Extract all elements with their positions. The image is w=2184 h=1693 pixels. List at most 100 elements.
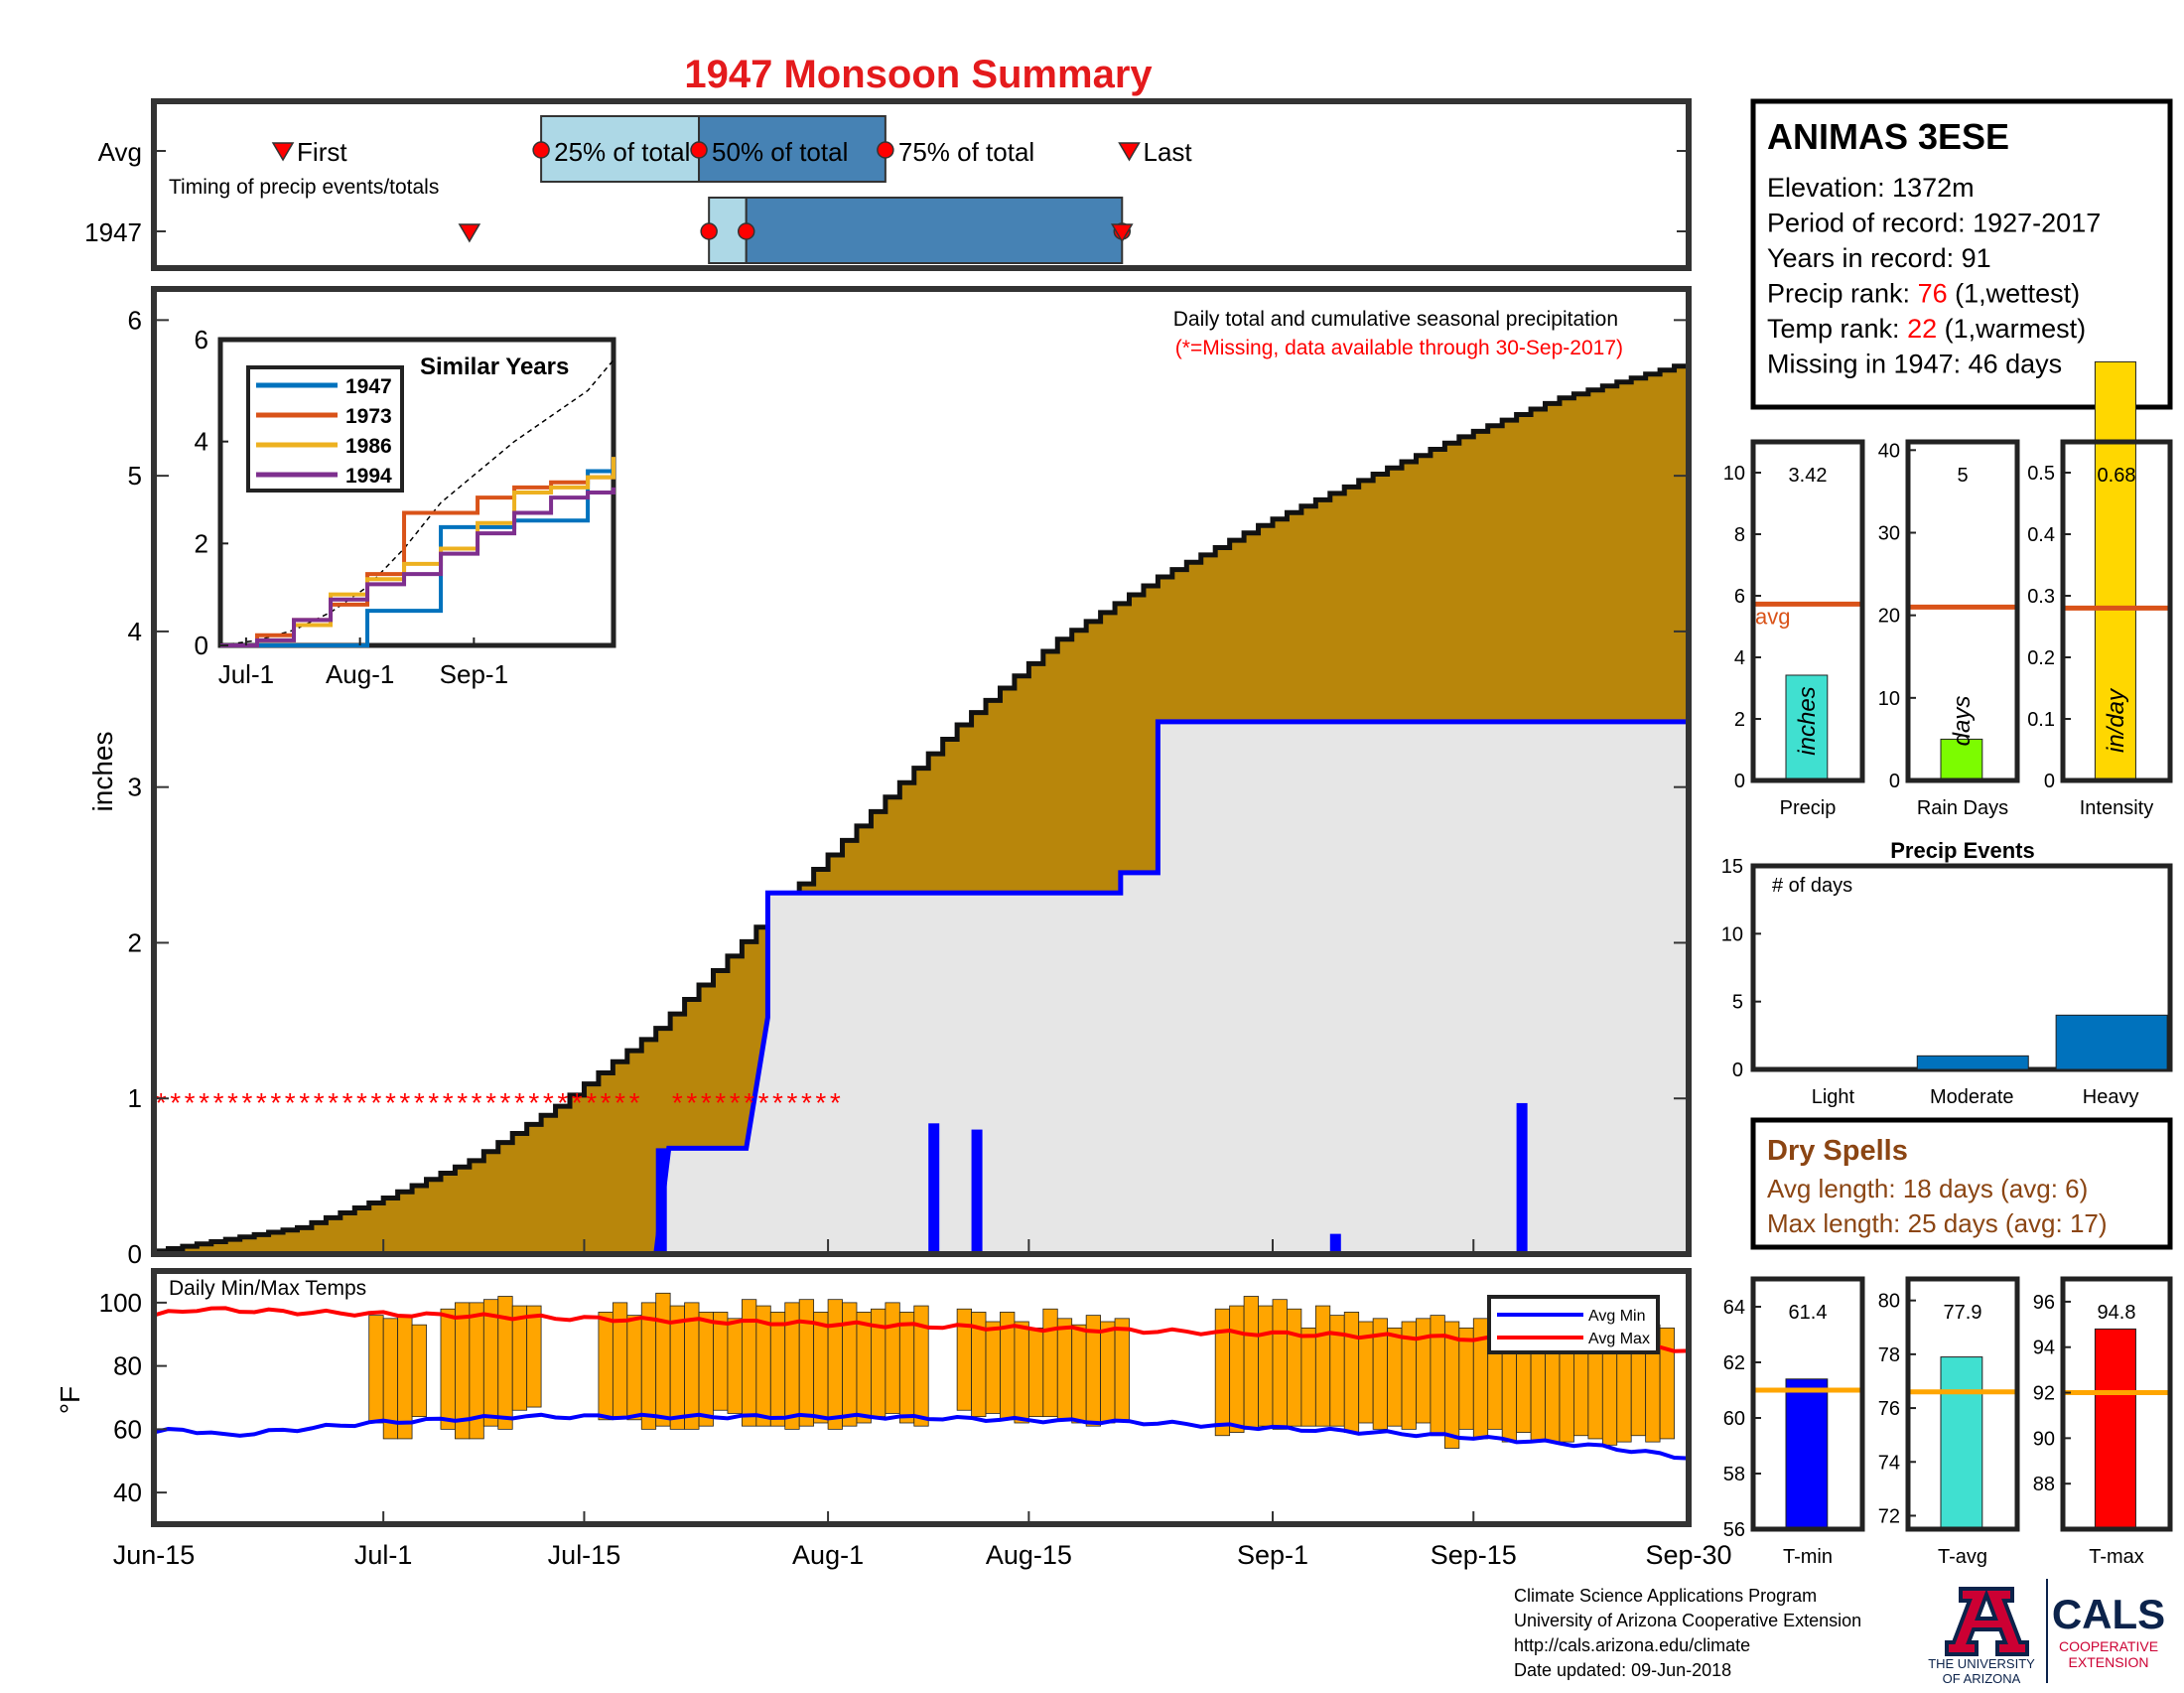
timing-row-avg-label: Avg bbox=[98, 137, 142, 167]
missing-day-marker: * bbox=[500, 1087, 511, 1118]
events-ytick-label: 10 bbox=[1721, 923, 1743, 945]
temps-ytick-label: 100 bbox=[99, 1288, 142, 1318]
tmax-panel-ytick-label: 94 bbox=[2033, 1338, 2055, 1359]
tmax-panel-ytick-label: 96 bbox=[2033, 1292, 2055, 1314]
daily-temp-bar bbox=[713, 1312, 729, 1411]
events-ylabel: # of days bbox=[1772, 875, 1852, 897]
tmax-panel-bar bbox=[2094, 1328, 2136, 1530]
main-ytick-label: 1 bbox=[128, 1083, 142, 1113]
tavg-panel-label: T-avg bbox=[1938, 1546, 1987, 1568]
daily-temp-bar bbox=[1287, 1308, 1302, 1427]
precip-panel-label: Precip bbox=[1780, 797, 1837, 819]
events-ytick-label: 5 bbox=[1732, 992, 1743, 1014]
cals-wordmark: CALS bbox=[2052, 1591, 2165, 1637]
rain-days-panel-ytick-label: 30 bbox=[1878, 522, 1900, 544]
missing-day-marker: * bbox=[543, 1087, 554, 1118]
avg-first-label: First bbox=[297, 137, 347, 167]
missing-day-marker: * bbox=[227, 1087, 238, 1118]
daily-temp-bar bbox=[1056, 1318, 1073, 1421]
events-ytick-label: 0 bbox=[1732, 1059, 1743, 1081]
missing-day-marker: * bbox=[614, 1087, 625, 1118]
avg-first-marker bbox=[271, 142, 295, 162]
legend-avg-min-label: Avg Min bbox=[1588, 1308, 1646, 1325]
year-25-marker bbox=[700, 222, 718, 240]
daily-temp-bar bbox=[813, 1312, 829, 1424]
main-plot-frame bbox=[151, 286, 1692, 1257]
daily-temp-bar bbox=[1458, 1327, 1474, 1430]
year-50-marker bbox=[737, 222, 755, 240]
tmax-panel-ytick-label: 92 bbox=[2033, 1383, 2055, 1405]
tmax-panel-value: 94.8 bbox=[2098, 1302, 2136, 1324]
daily-temp-bar bbox=[985, 1321, 1001, 1414]
missing-day-marker: * bbox=[672, 1087, 683, 1118]
daily-temp-bar bbox=[898, 1312, 915, 1424]
observed-1947-line bbox=[154, 719, 1689, 1257]
date-xtick-label: Sep-15 bbox=[1431, 1540, 1517, 1570]
rain-days-panel: 0 10 20 30 40 5 days Rain Days bbox=[1878, 439, 2020, 819]
daily-precip-bar bbox=[928, 1123, 940, 1254]
avg-25-50-box bbox=[540, 115, 701, 183]
daily-precip-bar bbox=[1516, 1102, 1528, 1254]
daily-temp-bar bbox=[698, 1312, 714, 1427]
missing-day-marker: * bbox=[514, 1087, 525, 1118]
missing-day-marker: * bbox=[730, 1087, 741, 1118]
daily-temp-bar bbox=[640, 1302, 657, 1430]
daily-temp-bar bbox=[526, 1305, 542, 1408]
dry-spells-frame bbox=[1750, 1117, 2173, 1250]
station-frame bbox=[1750, 98, 2173, 410]
main-ytick-label: 5 bbox=[128, 461, 142, 491]
precip-panel-ytick-label: 10 bbox=[1723, 463, 1745, 485]
avg-75-label: 75% of total bbox=[898, 137, 1034, 167]
events-title: Precip Events bbox=[1890, 838, 2035, 863]
avg-cumulative-outline bbox=[154, 361, 1692, 1254]
avg-50-75-box bbox=[698, 115, 887, 183]
tavg-panel-ytick-label: 78 bbox=[1878, 1344, 1900, 1366]
daily-temp-bar bbox=[1416, 1318, 1432, 1424]
date-axis: Jun-15 Jul-1 Jul-15 Aug-1 Aug-15 Sep-1 Sep-15 S… bbox=[113, 1540, 1732, 1570]
inset-ytick-label: 6 bbox=[195, 325, 208, 354]
inset-legend-label: 1986 bbox=[345, 435, 392, 458]
missing-day-marker: * bbox=[586, 1087, 597, 1118]
daily-temp-bar bbox=[1100, 1321, 1116, 1424]
missing-day-marker: * bbox=[342, 1087, 353, 1118]
tmax-panel: 88 90 92 94 96 94.8 T-max bbox=[2033, 1276, 2173, 1568]
daily-precip-bar bbox=[971, 1129, 983, 1254]
missing-day-marker: * bbox=[256, 1087, 267, 1118]
missing-day-marker: * bbox=[199, 1087, 209, 1118]
missing-day-marker: * bbox=[457, 1087, 468, 1118]
tmin-panel: 56 58 60 62 64 61.4 T-min bbox=[1723, 1276, 1865, 1568]
daily-temp-bar bbox=[440, 1308, 456, 1430]
events-category-label: Heavy bbox=[2083, 1086, 2139, 1108]
footer-line-1: Climate Science Applications Program bbox=[1514, 1586, 1817, 1606]
daily-temp-bar bbox=[1387, 1327, 1403, 1427]
main-ytick-label: 0 bbox=[128, 1239, 142, 1269]
daily-temp-bar bbox=[1314, 1305, 1331, 1427]
station-line: Period of record: 1927-2017 bbox=[1767, 209, 2101, 238]
missing-day-marker: * bbox=[428, 1087, 439, 1118]
events-bar-heavy bbox=[2055, 1014, 2168, 1070]
daily-temp-bar bbox=[397, 1315, 413, 1440]
year-50-75-box bbox=[745, 197, 1124, 264]
dry-spells-title: Dry Spells bbox=[1767, 1135, 1908, 1167]
daily-temp-bar bbox=[769, 1312, 786, 1427]
missing-day-marker: * bbox=[385, 1087, 396, 1118]
temps-legend: Avg Min Avg Max bbox=[1487, 1295, 1660, 1354]
dry-spells-box: Dry Spells Avg length: 18 days (avg: 6) … bbox=[1750, 1117, 2173, 1250]
missing-day-marker: * bbox=[715, 1087, 726, 1118]
inset-xtick-label: Sep-1 bbox=[440, 659, 508, 689]
avg-min-temp-line bbox=[153, 1412, 1690, 1461]
missing-day-marker: * bbox=[830, 1087, 841, 1118]
legend-avg-max-label: Avg Max bbox=[1588, 1331, 1650, 1347]
daily-temp-bar bbox=[856, 1312, 872, 1424]
inset-ytick-label: 4 bbox=[195, 427, 208, 457]
date-xtick-label: Jul-1 bbox=[354, 1540, 413, 1570]
station-info-box: ANIMAS 3ESE Elevation: 1372m Period of re… bbox=[1750, 98, 2173, 410]
tmin-panel-bar bbox=[1785, 1378, 1829, 1530]
tavg-panel-bar bbox=[1940, 1356, 1983, 1530]
year-first-marker bbox=[458, 223, 481, 243]
avg-50-marker bbox=[690, 141, 708, 159]
precip-panel-avg-label: avg bbox=[1755, 604, 1790, 629]
tavg-panel-ytick-label: 72 bbox=[1878, 1505, 1900, 1527]
inset-avg-dashed-line bbox=[219, 359, 614, 646]
station-name: ANIMAS 3ESE bbox=[1767, 116, 2009, 157]
